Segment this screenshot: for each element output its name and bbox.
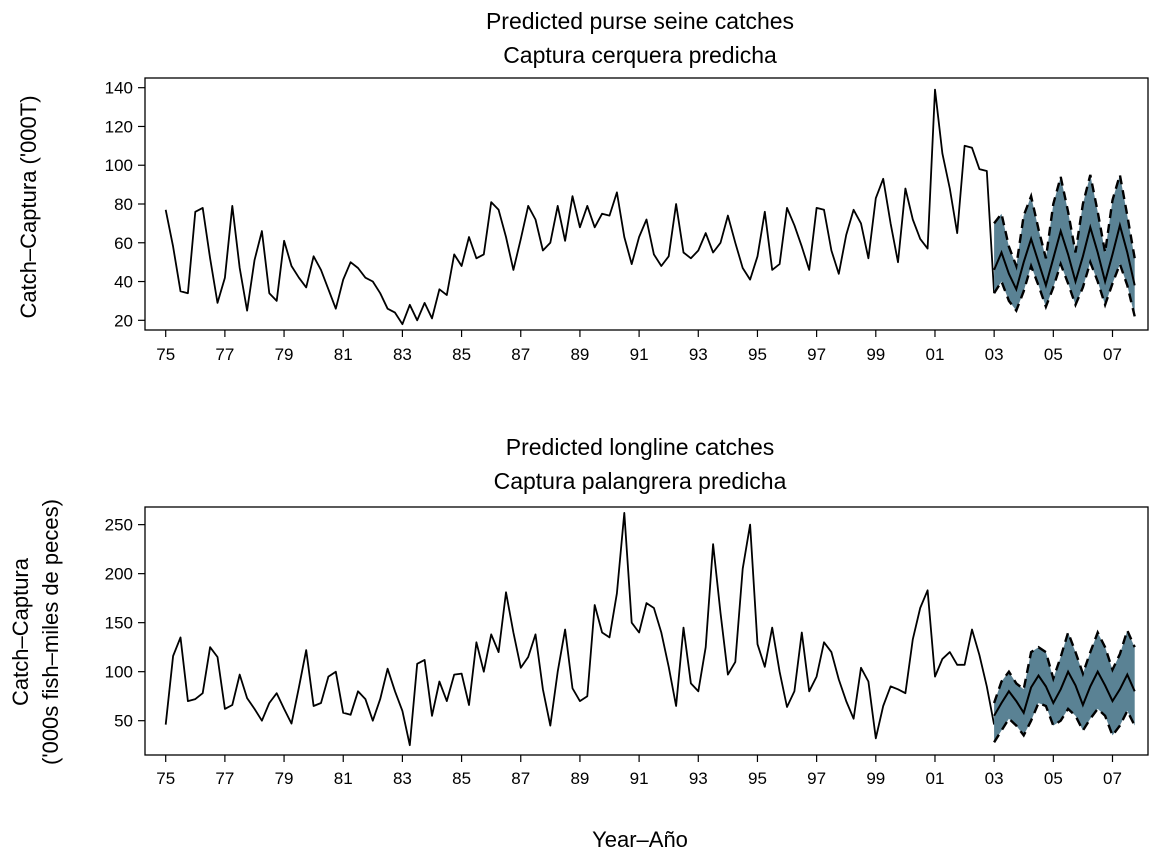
y-axis-label: Catch–Captura ('000T) [16,95,41,318]
y-tick-label: 120 [105,117,133,136]
x-tick-label: 97 [807,769,826,788]
forecast-lower-bound [993,701,1136,743]
x-tick-label: 93 [689,769,708,788]
x-tick-label: 85 [452,769,471,788]
y-axis-label-line2: ('000s fish–miles de peces) [38,499,63,765]
x-tick-label: 95 [748,769,767,788]
x-tick-label: 01 [926,769,945,788]
y-axis-label: Catch–Captura [8,557,33,706]
forecast-lower-bound [993,258,1136,317]
x-axis-label: Year–Año [592,827,688,852]
y-tick-label: 20 [114,311,133,330]
x-tick-label: 99 [866,345,885,364]
y-tick-label: 100 [105,156,133,175]
plot-frame [144,77,1149,331]
x-tick-label: 77 [215,345,234,364]
x-tick-label: 89 [570,769,589,788]
forecast-line [993,669,1136,717]
x-tick-label: 79 [275,345,294,364]
chart-title: Predicted purse seine catches [486,8,794,34]
longline-panel: Predicted longline catches Captura palan… [8,434,1149,788]
y-tick-label: 250 [105,516,133,535]
forecast-upper-bound [993,174,1136,271]
forecast-line [993,221,1136,293]
x-tick-label: 03 [985,345,1004,364]
x-tick-label: 79 [275,769,294,788]
y-tick-label: 100 [105,663,133,682]
y-tick-label: 200 [105,565,133,584]
chart-title: Predicted longline catches [506,434,775,460]
forecast-confidence-band [994,630,1135,743]
x-tick-label: 85 [452,345,471,364]
y-tick-label: 80 [114,195,133,214]
x-tick-label: 91 [630,769,649,788]
forecast-upper-bound [992,627,1136,704]
x-tick-label: 91 [630,345,649,364]
x-tick-label: 07 [1103,345,1122,364]
x-tick-label: 93 [689,345,708,364]
x-tick-label: 89 [570,345,589,364]
y-tick-label: 50 [114,712,133,731]
y-tick-label: 40 [114,273,133,292]
x-tick-label: 75 [156,345,175,364]
x-tick-label: 97 [807,345,826,364]
x-tick-label: 81 [334,769,353,788]
observed-catch-line [164,88,995,326]
x-tick-label: 87 [511,769,530,788]
y-tick-label: 150 [105,614,133,633]
x-tick-label: 87 [511,345,530,364]
x-tick-label: 83 [393,345,412,364]
x-tick-label: 95 [748,345,767,364]
purse-seine-panel: Predicted purse seine catches Captura ce… [16,8,1149,364]
x-tick-label: 03 [985,769,1004,788]
y-tick-label: 140 [105,79,133,98]
chart-subtitle: Captura cerquera predicha [503,42,777,68]
x-tick-label: 05 [1044,769,1063,788]
x-tick-label: 83 [393,769,412,788]
y-tick-label: 60 [114,234,133,253]
series-layer: 75 77 79 81 83 85 87 89 91 93 95 97 99 01 03 05 07 50 100 1… [105,512,1136,788]
chart-subtitle: Captura palangrera predicha [494,468,787,494]
x-tick-label: 05 [1044,345,1063,364]
x-tick-label: 75 [156,769,175,788]
plot-frame [144,506,1149,756]
x-tick-label: 81 [334,345,353,364]
x-tick-label: 77 [215,769,234,788]
x-tick-label: 99 [866,769,885,788]
x-tick-label: 07 [1103,769,1122,788]
x-tick-label: 01 [926,345,945,364]
series-layer: 75 77 79 81 83 85 87 89 91 93 95 97 99 01 03 05 07 20 40 60… [105,79,1136,364]
observed-catch-line [164,512,995,747]
